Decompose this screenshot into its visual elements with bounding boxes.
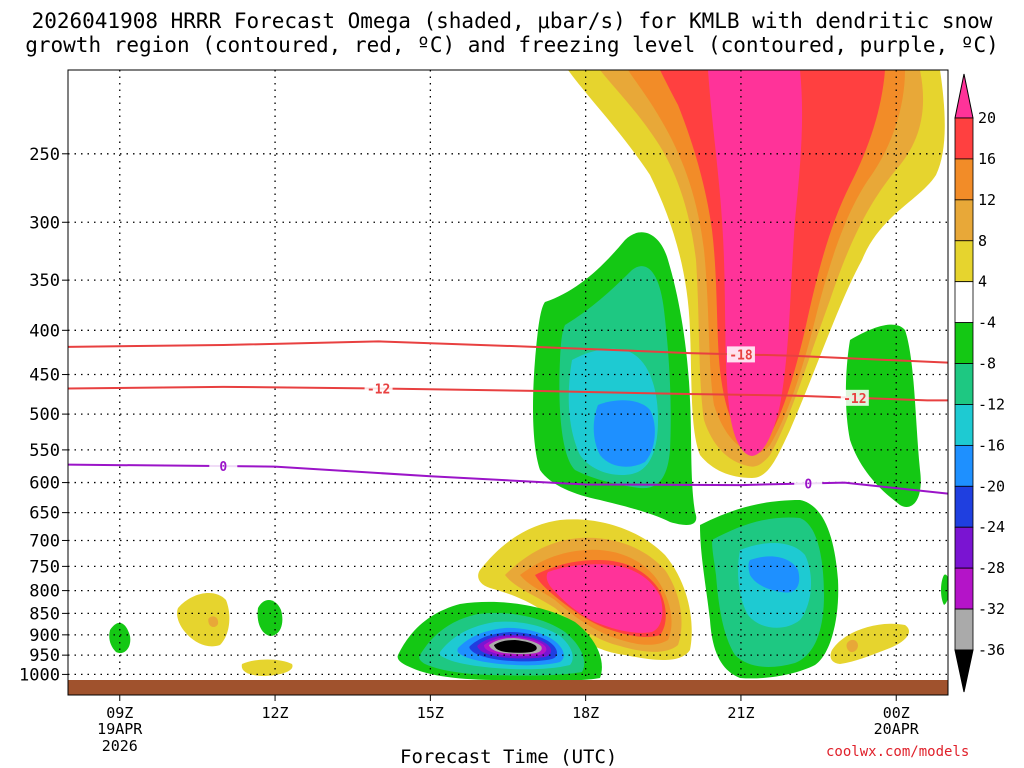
date-line: 20APR xyxy=(873,720,919,738)
y-tick-label-550: 550 xyxy=(29,441,60,461)
date-label-19apr: 19APR 2026 xyxy=(80,721,160,755)
contour-lines: -18 -12 -12 0 0 xyxy=(68,340,948,495)
time-axis: 09Z 12Z 15Z 18Z 21Z 00Z xyxy=(106,695,910,722)
contour-label-bg xyxy=(364,380,393,397)
colorbar-label--28: -28 xyxy=(978,559,1005,577)
colorbar-label--8: -8 xyxy=(978,355,996,373)
y-tick-label-450: 450 xyxy=(29,366,60,386)
omega-neg-4-right xyxy=(845,324,921,507)
contour-label: -12 xyxy=(367,382,390,397)
colorbar-label--20: -20 xyxy=(978,477,1005,495)
colorbar-swatch-3 xyxy=(954,240,974,283)
y-tick-label-650: 650 xyxy=(29,504,60,524)
colorbar-swatch-12 xyxy=(954,608,974,651)
chart-title-line-1: 2026041908 HRRR Forecast Omega (shaded, … xyxy=(31,9,993,33)
x-axis-label: Forecast Time (UTC) xyxy=(400,746,618,768)
omega-pos-20-low xyxy=(546,564,663,633)
y-tick-label-700: 700 xyxy=(29,531,60,551)
contour-label: -12 xyxy=(843,392,866,407)
y-tick-label-300: 300 xyxy=(29,213,60,233)
omega-blob-neg-12z xyxy=(257,599,283,636)
colorbar-label-12: 12 xyxy=(978,191,996,209)
x-tick-label-12Z: 12Z xyxy=(262,704,289,722)
contour-label-bg xyxy=(794,475,823,492)
contour-label-bg xyxy=(840,389,869,406)
credit-link[interactable]: coolwx.com/models xyxy=(826,744,970,760)
y-tick-label-900: 900 xyxy=(29,626,60,646)
x-tick-label-00Z: 00Z xyxy=(883,704,910,722)
y-tick-label-250: 250 xyxy=(29,145,60,165)
contour-label: 0 xyxy=(804,477,812,492)
date-line: 2026 xyxy=(101,737,138,755)
colorbar-label-20: 20 xyxy=(978,109,996,127)
colorbar-label--16: -16 xyxy=(978,436,1005,454)
colorbar-swatch-11 xyxy=(954,567,974,610)
x-tick-label-21Z: 21Z xyxy=(727,704,754,722)
contour-label-bg xyxy=(726,346,755,363)
omega-blob-pos-11z-inner xyxy=(208,616,219,627)
y-tick-label-850: 850 xyxy=(29,604,60,624)
colorbar-bottom-arrow xyxy=(954,649,974,693)
contour-label: 0 xyxy=(219,460,227,475)
date-line: 19APR xyxy=(97,720,143,738)
contour-freezing-level-2 xyxy=(68,463,948,495)
colorbar-swatch-0 xyxy=(954,117,974,160)
colorbar-swatch-2 xyxy=(954,199,974,242)
omega-blob-pos-0130z-inner xyxy=(846,639,858,653)
grid-lines xyxy=(68,70,948,680)
date-label-20apr: 20APR xyxy=(856,721,936,738)
contour-label: -18 xyxy=(729,348,753,363)
y-tick-label-950: 950 xyxy=(29,646,60,666)
y-tick-label-350: 350 xyxy=(29,271,60,291)
colorbar-swatch-10 xyxy=(954,526,974,569)
colorbar-label--24: -24 xyxy=(978,518,1005,536)
omega-neg-4-edge xyxy=(941,574,948,605)
colorbar-label-8: 8 xyxy=(978,232,987,250)
omega-blob-neg-09z xyxy=(109,622,131,654)
colorbar-swatch-5 xyxy=(954,322,974,364)
contour-temperature-1 xyxy=(68,385,948,402)
x-tick-label-18Z: 18Z xyxy=(572,704,599,722)
terrain-bar xyxy=(68,680,948,695)
colorbar-swatch-7 xyxy=(954,404,974,446)
chart-title-line-2: growth region (contoured, red, ºC) and f… xyxy=(25,33,999,57)
y-tick-label-400: 400 xyxy=(29,321,60,341)
omega-blob-pos-11z xyxy=(177,593,230,647)
colorbar: 20 16 12 8 4 -4 -8 -12 -16 -20 -24 -28 -32 -36 xyxy=(954,73,1005,693)
y-tick-label-500: 500 xyxy=(29,405,60,425)
colorbar-label--12: -12 xyxy=(978,395,1005,413)
omega-blob-pos-12z-sfc xyxy=(241,659,293,676)
omega-neg-36-low xyxy=(494,640,537,653)
colorbar-label--4: -4 xyxy=(978,314,996,332)
colorbar-label-4: 4 xyxy=(978,273,987,291)
omega-neg-16-mid xyxy=(593,400,655,467)
y-tick-label-600: 600 xyxy=(29,474,60,494)
colorbar-swatch-9 xyxy=(954,485,974,528)
colorbar-label-16: 16 xyxy=(978,150,996,168)
colorbar-label--36: -36 xyxy=(978,641,1005,659)
x-tick-label-15Z: 15Z xyxy=(417,704,444,722)
colorbar-label--32: -32 xyxy=(978,600,1005,618)
plot-frame xyxy=(67,69,949,696)
x-tick-label-09Z: 09Z xyxy=(106,704,133,722)
y-tick-label-800: 800 xyxy=(29,582,60,602)
omega-blob-pos-0130z xyxy=(830,623,910,664)
contour-label-bg xyxy=(209,458,238,475)
omega-neg-16-22z xyxy=(748,556,800,593)
y-tick-label-750: 750 xyxy=(29,557,60,577)
colorbar-swatch-6 xyxy=(954,363,974,405)
pressure-axis: 2503003504004505005506006507007508008509… xyxy=(19,145,68,685)
colorbar-swatch-1 xyxy=(954,158,974,201)
colorbar-swatch-8 xyxy=(954,444,974,487)
y-tick-label-1000: 1000 xyxy=(19,665,60,685)
contour-temperature-0 xyxy=(68,340,948,364)
colorbar-top-arrow xyxy=(954,73,974,119)
colorbar-swatch-4 xyxy=(954,281,974,324)
omega-shading xyxy=(109,70,948,680)
